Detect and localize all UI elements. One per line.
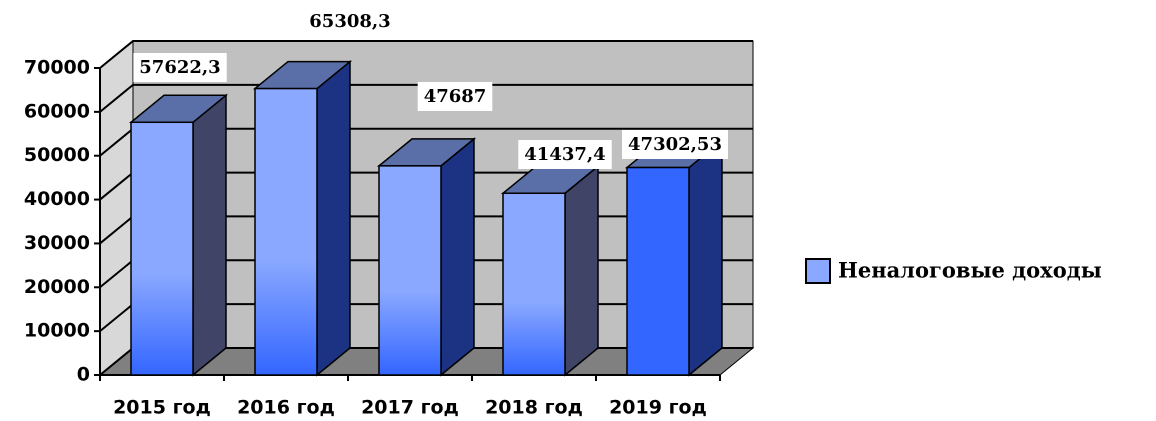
- data-label: 65308,3: [309, 11, 390, 32]
- data-label: 47302,53: [628, 134, 722, 155]
- y-tick-label: 40000: [24, 188, 90, 210]
- y-tick-label: 0: [77, 364, 90, 386]
- bar-front: [502, 192, 566, 376]
- y-tick-label: 60000: [24, 100, 90, 122]
- bar-side: [192, 93, 227, 377]
- y-tick-label: 10000: [24, 320, 90, 342]
- data-label: 47687: [424, 86, 487, 107]
- x-tick-label: 2016 год: [237, 397, 335, 419]
- bar-side: [688, 138, 723, 377]
- data-label-box: [622, 130, 728, 159]
- bar: [376, 137, 477, 377]
- y-tick-label: 20000: [24, 276, 90, 298]
- bar: [500, 164, 601, 377]
- x-tick-label: 2017 год: [361, 397, 459, 419]
- side-wall: [99, 39, 134, 377]
- y-tick-label: 30000: [24, 232, 90, 254]
- bar-front: [130, 121, 194, 376]
- y-tick-label: 50000: [24, 144, 90, 166]
- y-tick-label: 70000: [24, 57, 90, 79]
- bar: [624, 138, 725, 377]
- grid-line: [99, 40, 753, 69]
- bar-side: [316, 59, 351, 377]
- bar: [252, 59, 353, 377]
- bar-side: [564, 164, 599, 377]
- x-tick-label: 2018 год: [485, 397, 583, 419]
- data-label-box: [303, 7, 397, 36]
- legend-swatch: [805, 258, 831, 284]
- bar: [128, 93, 229, 377]
- legend-label: Неналоговые доходы: [838, 258, 1102, 283]
- bar-front: [378, 165, 442, 376]
- bar-front: [254, 87, 318, 376]
- data-label-box: [133, 53, 227, 82]
- x-tick-label: 2019 год: [609, 397, 707, 419]
- x-tick-label: 2015 год: [113, 397, 211, 419]
- grid-line: [99, 83, 753, 113]
- data-label-box: [518, 140, 612, 169]
- data-label-box: [417, 82, 493, 111]
- bar-front: [626, 166, 690, 376]
- bar-side: [440, 137, 475, 377]
- data-label: 41437,4: [524, 144, 605, 165]
- data-label: 57622,3: [139, 57, 220, 78]
